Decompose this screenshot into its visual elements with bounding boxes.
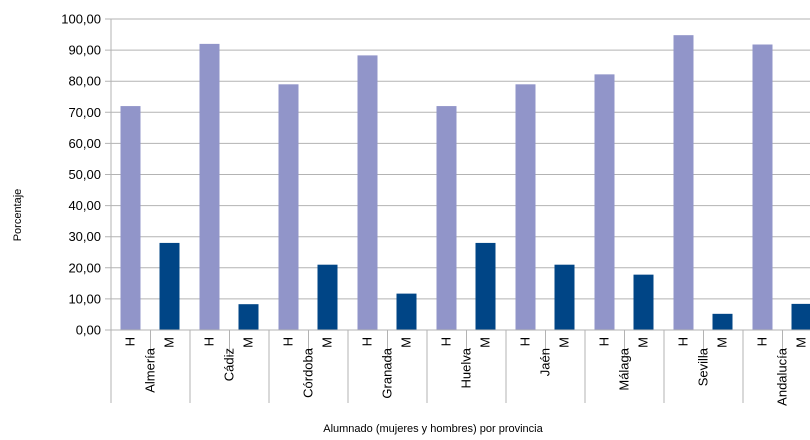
x-sub-label: H: [360, 337, 375, 346]
x-sub-label: M: [636, 337, 651, 348]
y-tick-label: 80,00: [68, 74, 101, 89]
x-group-label: Sevilla: [696, 347, 711, 386]
bar-H-Andalucía: [752, 44, 773, 330]
x-sub-label: M: [478, 337, 493, 348]
y-tick-label: 30,00: [68, 229, 101, 244]
x-sub-label: M: [557, 337, 572, 348]
y-tick-label: 40,00: [68, 198, 101, 213]
x-group-label: Huelva: [459, 347, 474, 388]
bar-M-Cádiz: [238, 304, 259, 330]
x-sub-label: H: [597, 337, 612, 346]
y-tick-label: 0,00: [76, 323, 101, 338]
bar-H-Málaga: [594, 74, 615, 330]
x-axis: H M Almería H M Cádiz H M Córdoba H M Granada H M Huel…: [110, 19, 810, 406]
bars: [120, 35, 810, 331]
x-group-label: Málaga: [617, 347, 632, 390]
bar-H-Cádiz: [199, 43, 220, 330]
bar-M-Huelva: [475, 242, 496, 330]
bar-H-Huelva: [436, 106, 457, 330]
y-tick-label: 10,00: [68, 291, 101, 306]
bar-M-Sevilla: [712, 313, 733, 330]
bar-M-Granada: [396, 293, 417, 330]
bar-H-Córdoba: [278, 84, 299, 330]
x-sub-label: M: [399, 337, 414, 348]
bar-M-Málaga: [633, 274, 654, 330]
y-axis-title: Porcentaje: [12, 189, 24, 242]
x-group-label: Cádiz: [222, 348, 237, 381]
bar-M-Jaén: [554, 264, 575, 330]
x-axis-title: Alumnado (mujeres y hombres) por provinc…: [323, 423, 543, 435]
bar-M-Córdoba: [317, 264, 338, 330]
x-sub-label: H: [676, 337, 691, 346]
x-sub-label: M: [162, 337, 177, 348]
x-sub-label: M: [320, 337, 335, 348]
y-tick-label: 60,00: [68, 136, 101, 151]
x-group-label: Córdoba: [301, 347, 316, 398]
x-sub-label: H: [281, 337, 296, 346]
x-sub-label: H: [755, 337, 770, 346]
x-sub-label: M: [715, 337, 730, 348]
bar-H-Almería: [120, 106, 141, 330]
x-sub-label: H: [518, 337, 533, 346]
bar-M-Almería: [159, 242, 180, 330]
x-sub-label: H: [439, 337, 454, 346]
bar-H-Jaén: [515, 84, 536, 330]
x-sub-label: H: [202, 337, 217, 346]
x-sub-label: M: [794, 337, 809, 348]
x-group-label: Jaén: [538, 348, 553, 376]
y-tick-label: 20,00: [68, 260, 101, 275]
x-group-label: Almería: [143, 347, 158, 393]
x-sub-label: H: [123, 337, 138, 346]
bar-M-Andalucía: [791, 303, 810, 330]
bar-H-Sevilla: [673, 35, 694, 331]
x-sub-label: M: [241, 337, 256, 348]
x-group-label: Andalucía: [775, 347, 790, 406]
y-tick-label: 90,00: [68, 43, 101, 58]
y-axis-ticks: 0,00 10,00 20,00 30,00 40,00 50,00 60,00 70,00 8…: [61, 12, 101, 338]
bar-H-Granada: [357, 55, 378, 331]
x-group-label: Granada: [380, 347, 395, 398]
y-tick-label: 70,00: [68, 105, 101, 120]
y-tick-label: 50,00: [68, 167, 101, 182]
y-tick-label: 100,00: [61, 12, 101, 27]
